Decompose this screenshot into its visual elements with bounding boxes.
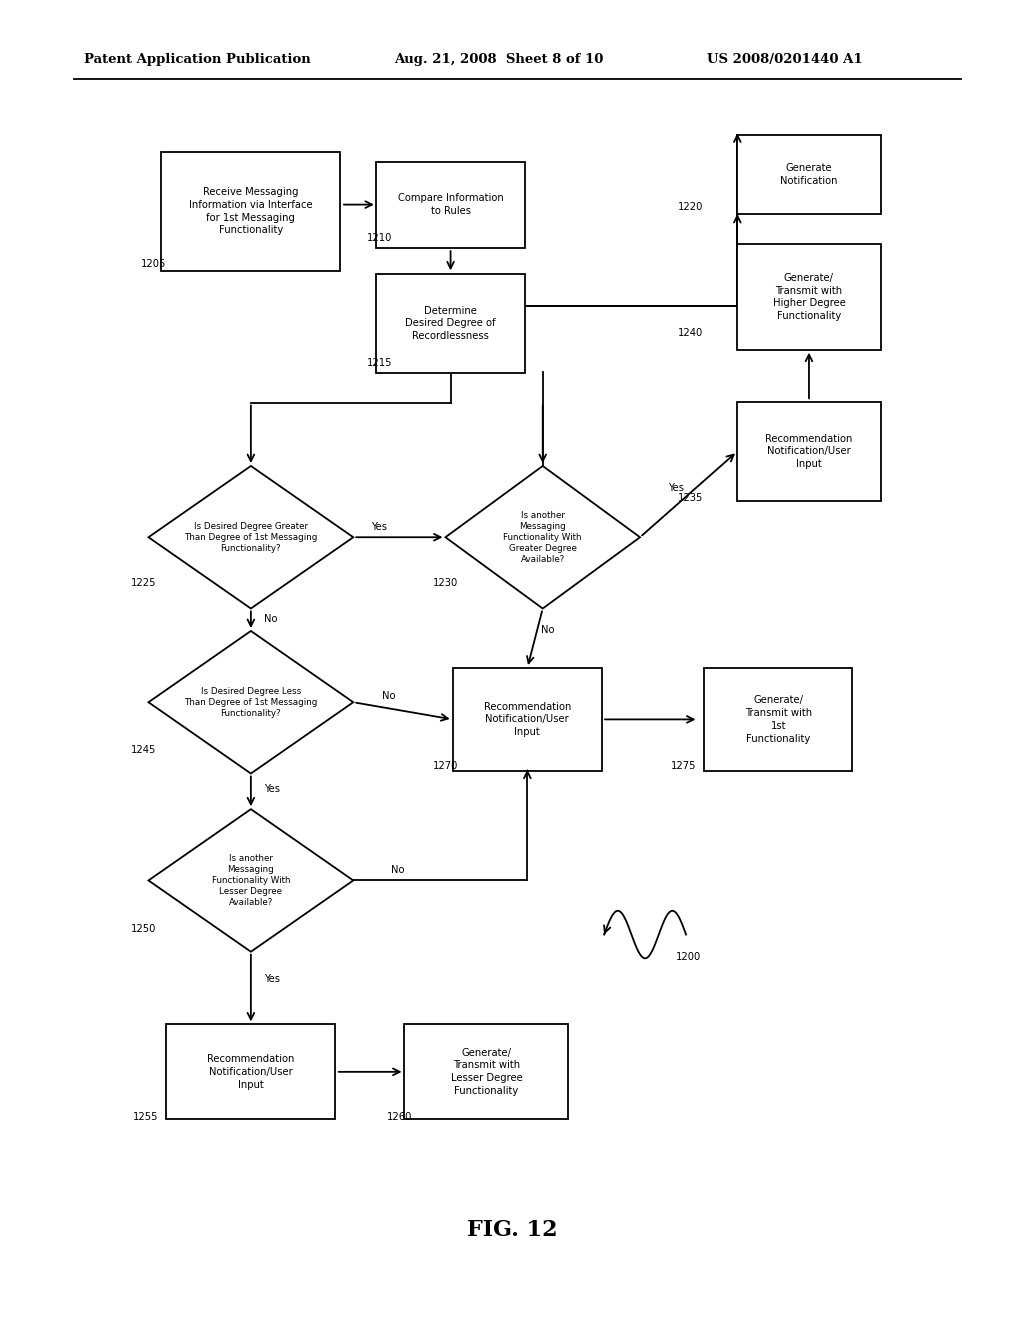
Text: Is another
Messaging
Functionality With
Lesser Degree
Available?: Is another Messaging Functionality With … (212, 854, 290, 907)
FancyBboxPatch shape (737, 135, 881, 214)
Text: 1215: 1215 (367, 358, 392, 368)
Text: Generate/
Transmit with
Lesser Degree
Functionality: Generate/ Transmit with Lesser Degree Fu… (451, 1048, 522, 1096)
Text: 1245: 1245 (131, 744, 157, 755)
Text: Receive Messaging
Information via Interface
for 1st Messaging
Functionality: Receive Messaging Information via Interf… (189, 187, 312, 235)
FancyBboxPatch shape (453, 668, 602, 771)
Text: 1250: 1250 (131, 924, 157, 935)
Text: 1270: 1270 (433, 760, 459, 771)
Text: 1220: 1220 (678, 202, 703, 213)
Text: Aug. 21, 2008  Sheet 8 of 10: Aug. 21, 2008 Sheet 8 of 10 (394, 53, 603, 66)
Polygon shape (148, 466, 353, 609)
Text: Is Desired Degree Less
Than Degree of 1st Messaging
Functionality?: Is Desired Degree Less Than Degree of 1s… (184, 686, 317, 718)
Text: Generate/
Transmit with
Higher Degree
Functionality: Generate/ Transmit with Higher Degree Fu… (772, 273, 846, 321)
Text: US 2008/0201440 A1: US 2008/0201440 A1 (707, 53, 862, 66)
FancyBboxPatch shape (162, 152, 340, 271)
FancyBboxPatch shape (404, 1024, 568, 1119)
Text: Recommendation
Notification/User
Input: Recommendation Notification/User Input (483, 702, 571, 737)
Text: 1255: 1255 (133, 1111, 159, 1122)
Text: No: No (264, 614, 278, 624)
Text: No: No (541, 624, 554, 635)
Text: 1200: 1200 (676, 952, 701, 962)
Polygon shape (445, 466, 640, 609)
FancyBboxPatch shape (737, 401, 881, 500)
Text: Patent Application Publication: Patent Application Publication (84, 53, 310, 66)
Polygon shape (148, 809, 353, 952)
Text: Is another
Messaging
Functionality With
Greater Degree
Available?: Is another Messaging Functionality With … (504, 511, 582, 564)
Text: No: No (390, 865, 404, 875)
Text: 1240: 1240 (678, 327, 703, 338)
Text: 1235: 1235 (678, 492, 703, 503)
Text: 1275: 1275 (671, 760, 696, 771)
FancyBboxPatch shape (705, 668, 852, 771)
Text: 1205: 1205 (141, 259, 167, 269)
Text: Yes: Yes (668, 483, 684, 494)
Text: Compare Information
to Rules: Compare Information to Rules (397, 193, 504, 216)
FancyBboxPatch shape (377, 162, 524, 248)
Text: Recommendation
Notification/User
Input: Recommendation Notification/User Input (765, 434, 853, 469)
FancyBboxPatch shape (737, 244, 881, 350)
Text: Yes: Yes (264, 974, 281, 985)
Text: Yes: Yes (264, 784, 281, 795)
Text: Generate
Notification: Generate Notification (780, 162, 838, 186)
Text: 1260: 1260 (387, 1111, 413, 1122)
Text: 1230: 1230 (433, 578, 459, 589)
Text: 1210: 1210 (367, 232, 392, 243)
FancyBboxPatch shape (166, 1024, 336, 1119)
Text: No: No (382, 690, 396, 701)
Text: Generate/
Transmit with
1st
Functionality: Generate/ Transmit with 1st Functionalit… (744, 696, 812, 743)
Polygon shape (148, 631, 353, 774)
Text: Recommendation
Notification/User
Input: Recommendation Notification/User Input (207, 1055, 295, 1089)
Text: Determine
Desired Degree of
Recordlessness: Determine Desired Degree of Recordlessne… (406, 306, 496, 341)
Text: FIG. 12: FIG. 12 (467, 1220, 557, 1241)
FancyBboxPatch shape (377, 275, 524, 372)
Text: 1225: 1225 (131, 578, 157, 589)
Text: Yes: Yes (371, 521, 387, 532)
Text: Is Desired Degree Greater
Than Degree of 1st Messaging
Functionality?: Is Desired Degree Greater Than Degree of… (184, 521, 317, 553)
